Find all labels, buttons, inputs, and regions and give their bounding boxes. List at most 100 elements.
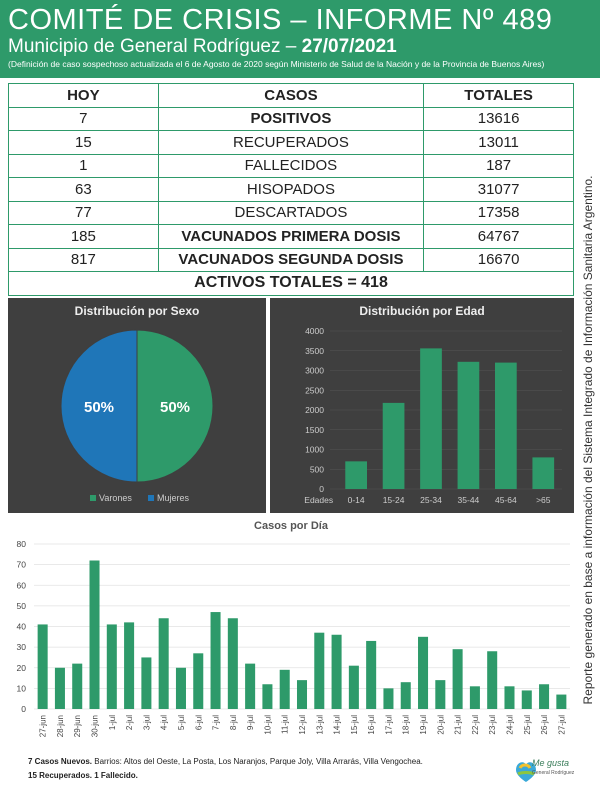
x-tick-label: 28-jun bbox=[56, 715, 65, 737]
x-tick-label: 27-jun bbox=[39, 715, 48, 737]
age-bar bbox=[495, 362, 517, 489]
sex-pie-chart: 50% 50% Varones Mujeres bbox=[60, 329, 214, 503]
day-bar bbox=[487, 651, 498, 709]
table-row: 7 POSITIVOS 13616 bbox=[8, 106, 574, 131]
casos-cell: DESCARTADOS bbox=[157, 200, 425, 225]
day-bar bbox=[556, 694, 567, 709]
logo-text: Me gusta bbox=[532, 758, 570, 768]
x-tick-label: 2-jul bbox=[125, 715, 134, 730]
footer-line-1: 7 Casos Nuevos. Barrios: Altos del Oeste… bbox=[28, 755, 423, 769]
report-date: 27/07/2021 bbox=[301, 36, 397, 57]
totales-cell: 31077 bbox=[423, 177, 574, 202]
footer: 7 Casos Nuevos. Barrios: Altos del Oeste… bbox=[28, 755, 423, 783]
hoy-cell: 185 bbox=[8, 224, 159, 249]
pie-slice-varones bbox=[136, 329, 214, 483]
x-tick-label: 8-jul bbox=[229, 715, 238, 730]
x-tick-label: 14-jul bbox=[333, 715, 342, 735]
logo-icon bbox=[516, 762, 536, 782]
y-tick-label: 0 bbox=[21, 704, 26, 714]
header-casos: CASOS bbox=[157, 83, 425, 108]
x-tick-label: 18-jul bbox=[402, 715, 411, 735]
daily-bar-chart: 0 10 20 30 40 50 60 70 80 27-jun 28-jun 29-jun 30-ju… bbox=[17, 539, 570, 737]
table-row: 817 VACUNADOS SEGUNDA DOSIS 16670 bbox=[8, 247, 574, 272]
y-tick-label: 2500 bbox=[305, 385, 324, 395]
day-bar bbox=[539, 684, 550, 709]
x-tick-label: 17-jul bbox=[384, 715, 393, 735]
day-bar bbox=[348, 665, 359, 709]
day-bar bbox=[435, 680, 446, 709]
x-tick-label: >65 bbox=[536, 495, 551, 505]
casos-cell: RECUPERADOS bbox=[157, 130, 425, 155]
daily-chart-title: Casos por Día bbox=[254, 520, 328, 532]
legend-swatch bbox=[148, 495, 154, 501]
y-tick-label: 30 bbox=[17, 642, 27, 652]
day-bar bbox=[383, 688, 394, 709]
y-tick-label: 40 bbox=[17, 622, 27, 632]
x-tick-label: 11-jul bbox=[281, 715, 290, 734]
report-subtitle: Municipio de General Rodríguez – 27/07/2… bbox=[8, 36, 592, 58]
logo-subtext: General Rodríguez bbox=[532, 770, 575, 776]
day-bar bbox=[400, 682, 411, 709]
pie-data-label: 50% bbox=[160, 399, 190, 416]
x-tick-label: 4-jul bbox=[160, 715, 169, 730]
hoy-cell: 63 bbox=[8, 177, 159, 202]
stats-table: HOY CASOS TOTALES 7 POSITIVOS 13616 15 R… bbox=[8, 83, 574, 296]
legend-label: Mujeres bbox=[157, 493, 190, 503]
activos-row: ACTIVOS TOTALES = 418 bbox=[8, 271, 574, 296]
age-chart-title: Distribución por Edad bbox=[359, 304, 485, 318]
x-tick-label: 26-jul bbox=[540, 715, 549, 735]
y-tick-label: 70 bbox=[17, 560, 27, 570]
activos-totales: ACTIVOS TOTALES = 418 bbox=[8, 271, 574, 296]
x-tick-label: 25-jul bbox=[523, 715, 532, 735]
x-tick-label: 22-jul bbox=[471, 715, 480, 735]
day-bar bbox=[331, 634, 342, 709]
y-tick-label: 60 bbox=[17, 580, 27, 590]
hoy-cell: 77 bbox=[8, 200, 159, 225]
y-tick-label: 1000 bbox=[305, 445, 324, 455]
totales-cell: 13616 bbox=[423, 106, 574, 131]
report-title: COMITÉ DE CRISIS – INFORME Nº 489 bbox=[8, 4, 553, 36]
y-tick-label: 80 bbox=[17, 539, 27, 549]
table-row: 15 RECUPERADOS 13011 bbox=[8, 130, 574, 155]
totales-cell: 13011 bbox=[423, 130, 574, 155]
x-tick-label: 15-jul bbox=[350, 715, 359, 735]
age-bar-chart: 0 500 1000 1500 2000 2500 3000 3500 4000 Edades 0-… bbox=[304, 326, 562, 505]
y-tick-label: 1500 bbox=[305, 425, 324, 435]
day-bar bbox=[54, 667, 65, 709]
x-tick-label: 7-jul bbox=[212, 715, 221, 730]
sex-chart-panel: Distribución por Sexo 50% 50% Varones Mujer… bbox=[8, 298, 266, 513]
y-tick-label: 3000 bbox=[305, 366, 324, 376]
x-tick-label: 1-jul bbox=[108, 715, 117, 730]
footer-line-2: 15 Recuperados. 1 Fallecido. bbox=[28, 771, 138, 780]
x-tick-label: 12-jul bbox=[298, 715, 307, 735]
table-header-row: HOY CASOS TOTALES bbox=[8, 83, 574, 108]
y-tick-label: 2000 bbox=[305, 405, 324, 415]
source-note-text: Reporte generado en base a información d… bbox=[580, 175, 595, 705]
day-bar bbox=[210, 612, 221, 709]
day-bar bbox=[262, 684, 273, 709]
y-tick-label: 20 bbox=[17, 663, 27, 673]
x-tick-label: 6-jul bbox=[194, 715, 203, 730]
x-tick-label: 27-jul bbox=[557, 715, 566, 735]
daily-chart-panel: Casos por Día 0 10 20 30 40 50 60 70 80 27-jun 28-… bbox=[8, 518, 574, 750]
day-bar bbox=[141, 657, 152, 709]
x-tick-label: 5-jul bbox=[177, 715, 186, 730]
totales-cell: 187 bbox=[423, 153, 574, 178]
casos-cell: VACUNADOS SEGUNDA DOSIS bbox=[157, 247, 425, 272]
x-tick-label: 10-jul bbox=[263, 715, 272, 735]
x-tick-label: 19-jul bbox=[419, 715, 428, 735]
day-bar bbox=[279, 669, 290, 709]
x-axis-label: Edades bbox=[304, 495, 333, 505]
sex-chart-title: Distribución por Sexo bbox=[74, 304, 200, 318]
new-cases-summary: 7 Casos Nuevos. bbox=[28, 757, 93, 766]
day-bar bbox=[227, 618, 238, 709]
y-tick-label: 500 bbox=[310, 464, 324, 474]
report-header: COMITÉ DE CRISIS – INFORME Nº 489 Munici… bbox=[0, 0, 600, 78]
source-note: Reporte generado en base a información d… bbox=[575, 120, 600, 760]
table-row: 185 VACUNADOS PRIMERA DOSIS 64767 bbox=[8, 224, 574, 249]
x-tick-label: 45-64 bbox=[495, 495, 517, 505]
day-bar bbox=[106, 624, 117, 709]
day-bar bbox=[504, 686, 515, 709]
day-bar bbox=[37, 624, 48, 709]
y-tick-label: 10 bbox=[17, 683, 27, 693]
